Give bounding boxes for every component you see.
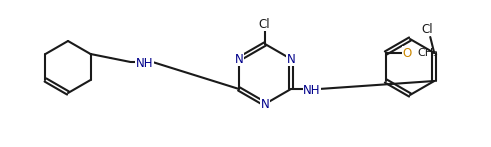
Text: NH: NH — [136, 56, 153, 70]
Text: N: N — [235, 52, 244, 66]
Text: N: N — [287, 52, 296, 66]
Text: CH₃: CH₃ — [418, 48, 438, 58]
Text: Cl: Cl — [258, 17, 270, 30]
Text: NH: NH — [303, 83, 321, 96]
Text: O: O — [402, 46, 411, 60]
Text: Cl: Cl — [421, 22, 433, 35]
Text: N: N — [261, 97, 270, 111]
